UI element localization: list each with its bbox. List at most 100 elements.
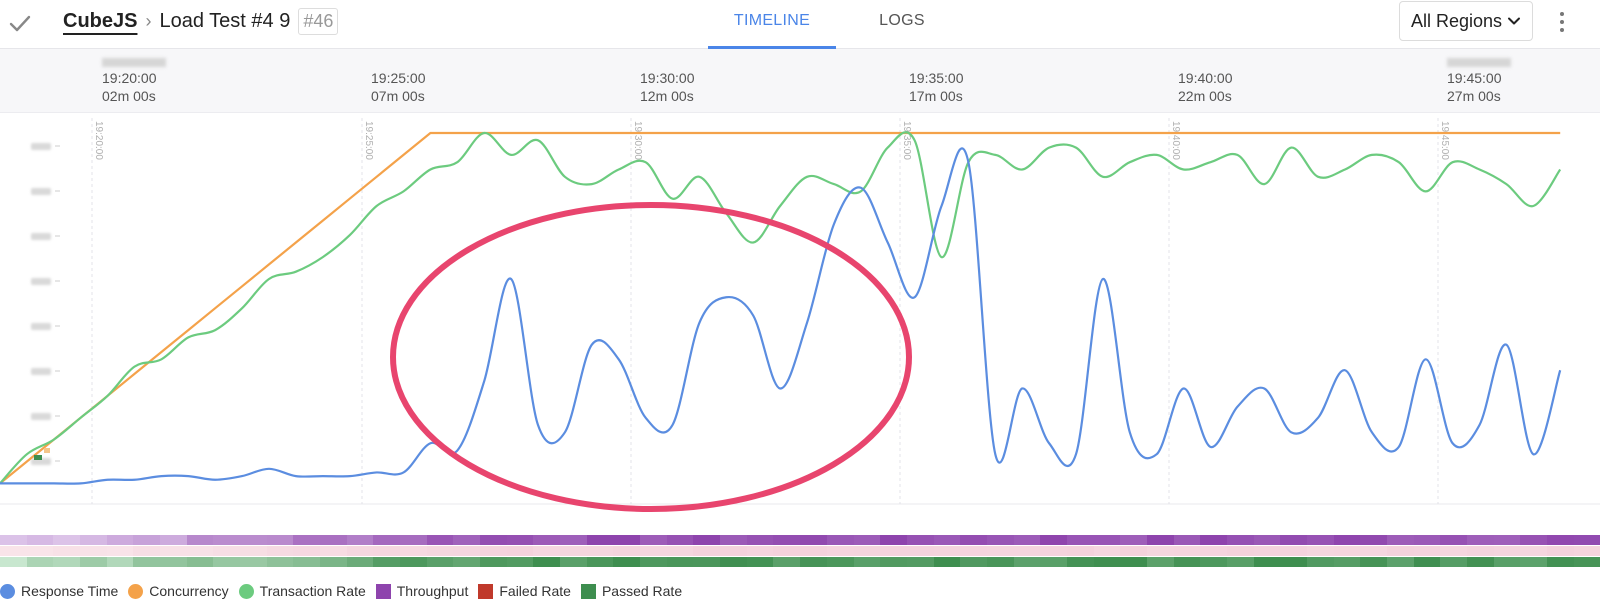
heatstrip-cell <box>1466 557 1494 567</box>
region-select[interactable]: All Regions <box>1399 1 1533 41</box>
legend-item-transaction-rate[interactable]: Transaction Rate <box>238 583 366 599</box>
blurred-date <box>102 58 166 67</box>
heatstrip-cell <box>1173 557 1201 567</box>
heatstrip-cell <box>0 557 27 567</box>
region-select-value: All Regions <box>1411 11 1503 31</box>
tick-time: 19:25:00 <box>371 70 426 86</box>
tick-elapsed: 02m 00s <box>102 88 156 104</box>
timeline-header: 19:20:00 02m 00s 19:25:00 07m 00s 19:30:… <box>0 49 1600 113</box>
tick-time: 19:30:00 <box>640 70 695 86</box>
heatstrip-cell <box>986 535 1014 545</box>
heatstrip-cell <box>213 557 241 567</box>
heatstrip-cell <box>240 557 267 567</box>
heatstrip-cell <box>1520 546 1547 556</box>
heatstrip-cell <box>1093 546 1121 556</box>
y-tick-label-blurred <box>31 233 51 240</box>
heatstrip-cell <box>1306 557 1334 567</box>
timeline-chart[interactable]: 19:20:00 19:25:00 19:30:00 19:35:00 19:40:00… <box>0 113 1600 513</box>
heatstrip-cell <box>53 557 81 567</box>
heatstrip-cell <box>133 546 161 556</box>
heatstrip-cell <box>346 535 374 545</box>
heatstrip-cell <box>106 557 134 567</box>
heatstrip-cell <box>373 535 401 545</box>
heatstrip-cell <box>880 546 907 556</box>
heatstrip-cell <box>1040 546 1067 556</box>
heatstrip-cell <box>826 557 854 567</box>
heatstrip-cell <box>53 546 81 556</box>
heatstrip-cell <box>1573 535 1600 545</box>
concurrency-line[interactable] <box>0 131 1561 485</box>
heatstrip-cell <box>1386 546 1414 556</box>
heatstrip-cell <box>1226 546 1254 556</box>
check-icon[interactable] <box>6 10 34 38</box>
more-vertical-icon[interactable] <box>1554 10 1570 34</box>
heatstrip-cell <box>906 546 934 556</box>
breadcrumb-project-link[interactable]: CubeJS <box>63 10 138 32</box>
legend-label: Throughput <box>396 583 469 599</box>
heatstrip-cell <box>1013 546 1041 556</box>
tab-logs[interactable]: LOGS <box>879 12 925 29</box>
heatstrip-cell <box>1493 557 1521 567</box>
y-tick-label-blurred <box>31 188 51 195</box>
heatstrip-cell <box>1040 535 1067 545</box>
heatstrip-cell <box>400 546 427 556</box>
heatstrip-cell <box>1120 546 1147 556</box>
heatstrip-cell <box>26 546 54 556</box>
heatstrip-cell <box>426 557 454 567</box>
heatstrip-cell <box>560 557 587 567</box>
tick-elapsed: 17m 00s <box>909 88 963 104</box>
chart-legend: Response Time Concurrency Transaction Ra… <box>0 583 692 599</box>
response-time-line[interactable] <box>0 147 1562 485</box>
heatstrip-cell <box>480 546 507 556</box>
heatstrip-cell <box>1066 535 1094 545</box>
highlight-ellipse <box>390 202 912 512</box>
heatstrip-cell <box>506 535 534 545</box>
heatstrip-cell <box>373 557 401 567</box>
heatstrip-cell <box>346 557 374 567</box>
heatstrip-cell <box>1200 546 1227 556</box>
legend-item-concurrency[interactable]: Concurrency <box>128 583 229 599</box>
heatstrip-cell <box>1333 557 1361 567</box>
tick-time: 19:20:00 <box>102 70 157 86</box>
heatstrip-cell <box>986 557 1014 567</box>
timeline-tick: 19:35:00 17m 00s <box>909 49 964 105</box>
heatstrip-cell <box>586 535 614 545</box>
legend-dot <box>128 583 144 599</box>
legend-dot <box>238 583 254 599</box>
transaction-rate-line[interactable] <box>0 131 1562 485</box>
heatstrip-cell <box>266 557 294 567</box>
heatstrip-cell <box>1493 546 1521 556</box>
heatstrip-cell <box>853 546 881 556</box>
legend-item-response-time[interactable]: Response Time <box>0 583 118 599</box>
heatstrip-cell <box>506 557 534 567</box>
heatstrip-cell <box>1280 535 1307 545</box>
legend-item-failed-rate[interactable]: Failed Rate <box>478 583 571 599</box>
heatstrip-cell <box>453 535 481 545</box>
heatstrip-cell <box>1360 546 1387 556</box>
heatstrip-cell <box>693 546 721 556</box>
heatstrip-cell <box>933 546 961 556</box>
heatstrip-cell <box>480 535 507 545</box>
grid-label: 19:35:00 <box>901 121 912 160</box>
legend-item-passed-rate[interactable]: Passed Rate <box>580 583 682 599</box>
heatstrip-cell <box>1013 535 1041 545</box>
heatstrip-cell <box>1360 557 1387 567</box>
heatstrip-cell <box>640 546 667 556</box>
heatstrip-cell <box>800 557 827 567</box>
legend-item-throughput[interactable]: Throughput <box>375 583 469 599</box>
passed-rate-heatstrip <box>0 557 1600 567</box>
heatstrip-cell <box>933 535 961 545</box>
heatstrip-cell <box>1253 557 1281 567</box>
heatstrip-cell <box>1386 535 1414 545</box>
heatstrip-cell <box>693 557 721 567</box>
throughput-heatstrip <box>0 535 1600 545</box>
heatstrip-cell <box>533 557 561 567</box>
heatstrip-cell <box>1466 546 1494 556</box>
tab-timeline[interactable]: TIMELINE <box>708 0 836 49</box>
heatstrip-cell <box>586 557 614 567</box>
heatstrip-cell <box>1280 546 1307 556</box>
timeline-tick: 19:40:00 22m 00s <box>1178 49 1233 105</box>
heatstrip-cell <box>880 557 907 567</box>
grid-label: 19:30:00 <box>632 121 643 160</box>
heatstrip-cell <box>1573 546 1600 556</box>
